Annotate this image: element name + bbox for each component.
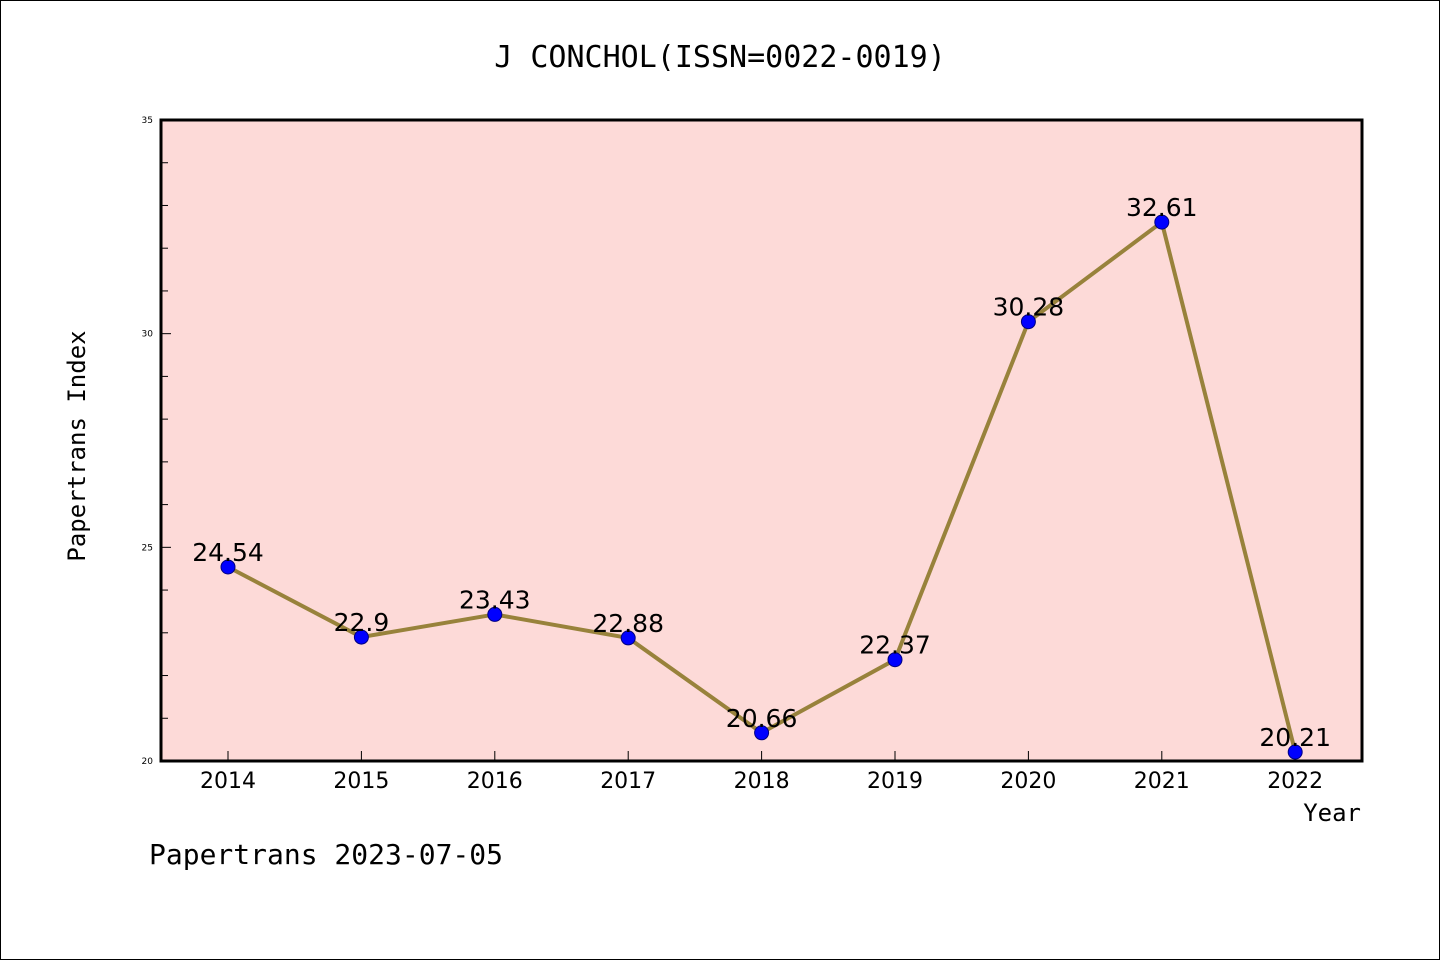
data-point [1287, 744, 1303, 760]
x-axis: 2014 2015 2016 2017 2018 2019 2020 2021 2022 [200, 751, 1323, 794]
footer-text: Papertrans 2023-07-05 [149, 838, 503, 871]
data-label: 22.88 [592, 609, 664, 638]
data-point [353, 629, 369, 645]
y-tick-label: 35 [142, 116, 153, 126]
x-tick-label: 2015 [333, 769, 389, 794]
series-layer: 24.54 22.9 23.43 22.88 20.66 22.37 30.28 32.61 2… [192, 193, 1331, 760]
x-tick-label: 2019 [867, 769, 923, 794]
data-label: 22.37 [859, 631, 931, 660]
data-point [487, 606, 503, 622]
data-point [1154, 214, 1170, 230]
x-axis-label: Year [1303, 799, 1361, 827]
data-point [620, 630, 636, 646]
x-tick-label: 2016 [467, 769, 523, 794]
x-tick-label: 2018 [734, 769, 790, 794]
y-tick-label: 30 [142, 330, 154, 340]
data-point [220, 559, 236, 575]
data-label: 20.21 [1259, 723, 1331, 752]
x-tick-label: 2021 [1134, 769, 1190, 794]
data-point [1020, 314, 1036, 330]
data-label: 20.66 [726, 704, 798, 733]
y-tick-label: 20 [142, 757, 154, 767]
chart-title: J CONCHOL(ISSN=0022-0019) [494, 40, 946, 75]
data-label: 23.43 [459, 585, 531, 614]
x-tick-label: 2014 [200, 769, 256, 794]
data-point [754, 725, 770, 741]
y-axis-label: Papertrans Index [63, 330, 91, 561]
y-tick-label: 25 [142, 543, 153, 553]
data-label: 22.9 [334, 608, 390, 637]
data-label: 24.54 [192, 538, 264, 567]
data-point [887, 652, 903, 668]
data-label: 30.28 [993, 293, 1065, 322]
plot-border [159, 118, 1364, 763]
x-tick-label: 2022 [1267, 769, 1323, 794]
data-label: 32.61 [1126, 193, 1198, 222]
x-tick-label: 2020 [1000, 769, 1056, 794]
x-tick-label: 2017 [600, 769, 656, 794]
